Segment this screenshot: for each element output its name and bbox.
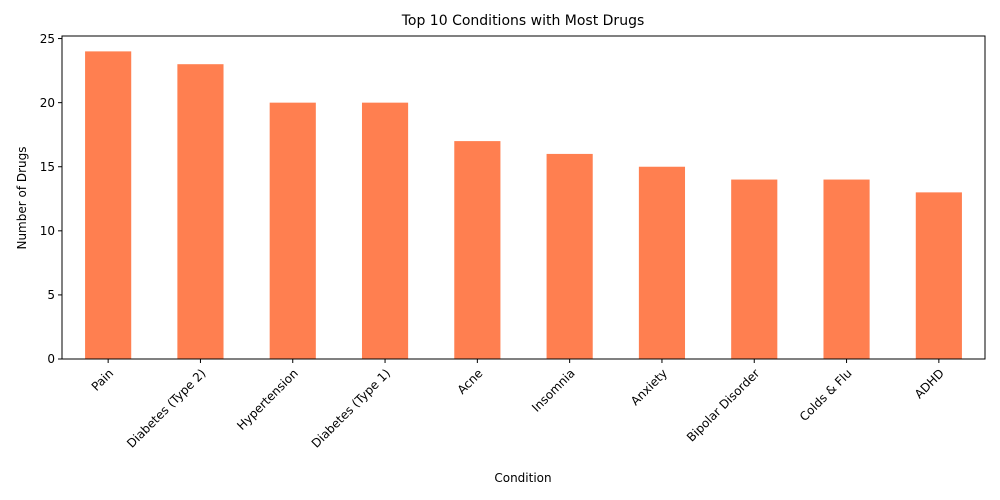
x-tick-label-5: Insomnia bbox=[529, 366, 578, 415]
x-tick-label-4: Acne bbox=[455, 366, 486, 397]
x-tick-label-8: Colds & Flu bbox=[797, 366, 855, 424]
x-tick-label-9: ADHD bbox=[912, 366, 947, 401]
y-tick-label-0: 0 bbox=[47, 352, 55, 366]
x-tick-label-3: Diabetes (Type 1) bbox=[309, 366, 393, 450]
bar-2 bbox=[269, 102, 316, 360]
bar-9 bbox=[915, 192, 962, 359]
x-tick-label-2: Hypertension bbox=[234, 366, 301, 433]
chart-title: Top 10 Conditions with Most Drugs bbox=[401, 13, 645, 29]
bar-0 bbox=[85, 51, 132, 359]
y-tick-label-5: 25 bbox=[40, 32, 55, 46]
x-tick-label-1: Diabetes (Type 2) bbox=[124, 366, 208, 450]
x-tick-label-7: Bipolar Disorder bbox=[684, 366, 762, 444]
x-axis: Pain Diabetes (Type 2) Hypertension Diabete… bbox=[89, 359, 947, 451]
bar-1 bbox=[177, 64, 224, 359]
y-tick-label-2: 10 bbox=[40, 224, 55, 238]
y-tick-label-1: 5 bbox=[47, 288, 55, 302]
x-tick-label-0: Pain bbox=[89, 366, 117, 394]
y-tick-label-3: 15 bbox=[40, 160, 55, 174]
bars-layer bbox=[85, 51, 962, 360]
x-tick-label-6: Anxiety bbox=[628, 366, 670, 408]
y-tick-label-4: 20 bbox=[40, 96, 55, 110]
bar-4 bbox=[454, 141, 501, 359]
y-axis-label: Number of Drugs bbox=[15, 146, 29, 249]
bar-7 bbox=[731, 179, 778, 359]
bar-8 bbox=[823, 179, 870, 359]
x-axis-label: Condition bbox=[494, 471, 551, 485]
bar-5 bbox=[546, 153, 593, 359]
bar-3 bbox=[361, 102, 409, 360]
y-axis: 0 5 10 15 20 25 bbox=[40, 32, 62, 366]
bar-6 bbox=[638, 166, 686, 359]
plot-frame bbox=[61, 35, 986, 360]
